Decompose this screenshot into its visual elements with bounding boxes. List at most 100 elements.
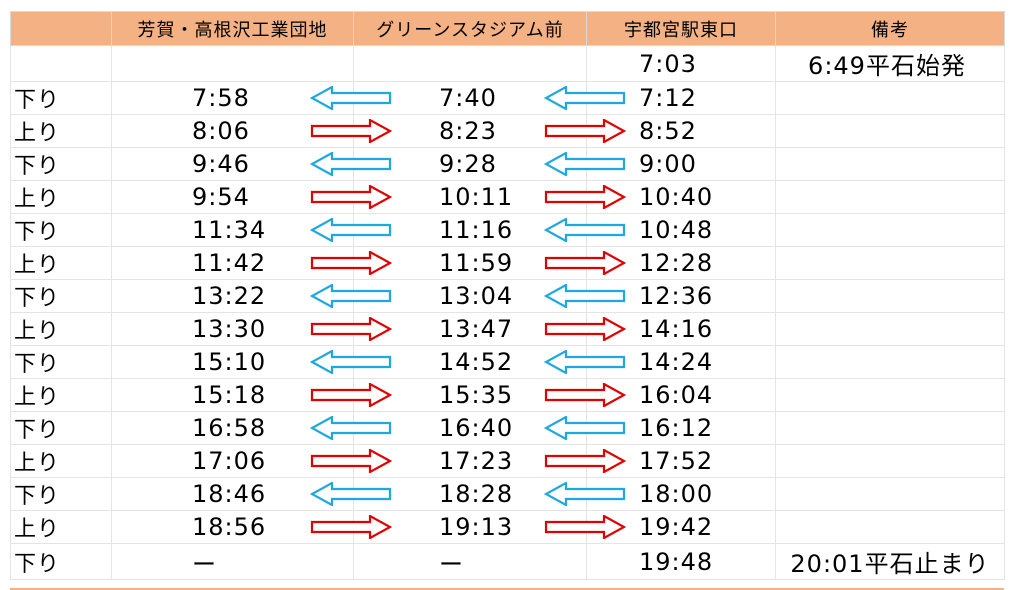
direction-cell: 下り (10, 411, 112, 445)
utsunomiya-time: 12:28 (639, 249, 714, 277)
utsunomiya-time-cell: 16:12 (586, 411, 776, 445)
green-time: 18:28 (439, 480, 514, 508)
green-time: 10:11 (439, 183, 514, 211)
haga-time-cell: 13:30 (111, 312, 392, 346)
note-cell (775, 444, 1005, 478)
green-time: 16:40 (439, 414, 514, 442)
haga-time: 9:46 (192, 150, 250, 178)
haga-time: 15:10 (192, 348, 267, 376)
green-time-cell: 9:28 (353, 147, 626, 181)
haga-time-cell: 11:34 (111, 213, 392, 247)
haga-time: 18:46 (192, 480, 267, 508)
utsunomiya-time: 12:36 (639, 282, 714, 310)
direction-cell: 下り (10, 147, 112, 181)
direction-cell: 下り (10, 477, 112, 511)
note-cell (775, 378, 1005, 412)
haga-time: 11:42 (192, 249, 267, 277)
direction-cell: 上り (10, 180, 112, 214)
direction-cell: 下り (10, 543, 112, 580)
green-time-cell: 7:40 (353, 81, 626, 115)
utsunomiya-time: 14:16 (639, 315, 714, 343)
note-cell (775, 477, 1005, 511)
note-cell (775, 246, 1005, 280)
utsunomiya-time: 7:03 (639, 49, 697, 78)
table-row: 下り ー ー 19:48 20:01平石止まり (10, 543, 1005, 580)
green-time-cell: 10:11 (353, 180, 626, 214)
haga-time-cell: 16:58 (111, 411, 392, 445)
utsunomiya-time: 14:24 (639, 348, 714, 376)
note-cell (775, 312, 1005, 346)
note-cell (775, 411, 1005, 445)
header-row: 芳賀・高根沢工業団地 グリーンスタジアム前 宇都宮駅東口 備考 (10, 11, 1005, 46)
utsunomiya-time-cell: 14:16 (586, 312, 776, 346)
utsunomiya-time-cell: 8:52 (586, 114, 776, 148)
green-time: 13:47 (439, 315, 514, 343)
green-time-cell: 14:52 (353, 345, 626, 379)
table-row: 下り 18:46 18:28 18:00 (10, 477, 1005, 511)
green-time-cell: ー (353, 543, 587, 580)
table-row: 下り 11:34 11:16 10:48 (10, 213, 1005, 247)
table-row: 上り 18:56 19:13 19:42 (10, 510, 1005, 544)
note-text: 6:49平石始発 (808, 52, 966, 80)
haga-time-cell: 11:42 (111, 246, 392, 280)
utsunomiya-time-cell: 10:48 (586, 213, 776, 247)
haga-time: 17:06 (192, 447, 267, 475)
direction-cell: 下り (10, 279, 112, 313)
utsunomiya-time-cell: 10:40 (586, 180, 776, 214)
green-time-cell: 19:13 (353, 510, 626, 544)
haga-time-cell: 17:06 (111, 444, 392, 478)
green-time-cell: 15:35 (353, 378, 626, 412)
utsunomiya-time: 19:48 (639, 547, 714, 576)
note: 20:01平石止まり (790, 550, 990, 578)
haga-time: ー (192, 550, 217, 578)
green-time-cell: 8:23 (353, 114, 626, 148)
green-time: 13:04 (439, 282, 514, 310)
header-direction (10, 11, 112, 46)
table-row: 上り 9:54 10:11 10:40 (10, 180, 1005, 214)
header-note: 備考 (775, 11, 1005, 46)
haga-time-cell: 7:58 (111, 81, 392, 115)
note-cell (775, 81, 1005, 115)
direction-cell: 上り (10, 444, 112, 478)
utsunomiya-time: 16:12 (639, 414, 714, 442)
direction-cell: 上り (10, 378, 112, 412)
direction-cell: 上り (10, 312, 112, 346)
green-time: 11:16 (439, 216, 514, 244)
direction-cell: 下り (10, 213, 112, 247)
header-utsunomiya: 宇都宮駅東口 (586, 11, 776, 46)
haga-time: 8:06 (192, 117, 250, 145)
utsunomiya-time-cell: 7:12 (586, 81, 776, 115)
note-cell (775, 213, 1005, 247)
green-time: 17:23 (439, 447, 514, 475)
note-cell (775, 180, 1005, 214)
direction-cell: 上り (10, 510, 112, 544)
bottom-rule (10, 588, 1004, 590)
direction-cell: 上り (10, 246, 112, 280)
haga-time: 11:34 (192, 216, 267, 244)
green-time-cell: 17:23 (353, 444, 626, 478)
direction-cell: 下り (10, 81, 112, 115)
header-green-stadium: グリーンスタジアム前 (353, 11, 587, 46)
haga-time: 13:22 (192, 282, 267, 310)
green-time-cell: 18:28 (353, 477, 626, 511)
utsunomiya-time-cell: 9:00 (586, 147, 776, 181)
utsunomiya-time: 18:00 (639, 480, 714, 508)
haga-time-cell: 9:54 (111, 180, 392, 214)
green-time: 19:13 (439, 513, 514, 541)
green-time: 8:23 (439, 117, 497, 145)
green-time-cell: 13:04 (353, 279, 626, 313)
note-cell: 20:01平石止まり (775, 543, 1005, 580)
haga-time: 15:18 (192, 381, 267, 409)
utsunomiya-time-cell: 7:03 (586, 45, 776, 82)
green-time-cell: 13:47 (353, 312, 626, 346)
haga-time-cell: 15:10 (111, 345, 392, 379)
utsunomiya-time: 9:00 (639, 150, 697, 178)
green-time-cell (353, 45, 587, 82)
green-time: 11:59 (439, 249, 514, 277)
table-row: 下り 16:58 16:40 16:12 (10, 411, 1005, 445)
utsunomiya-time: 10:48 (639, 216, 714, 244)
utsunomiya-time-cell: 19:48 (586, 543, 776, 580)
haga-time: 7:58 (192, 84, 250, 112)
green-time: ー (439, 550, 464, 578)
table-row: 上り 15:18 15:35 16:04 (10, 378, 1005, 412)
